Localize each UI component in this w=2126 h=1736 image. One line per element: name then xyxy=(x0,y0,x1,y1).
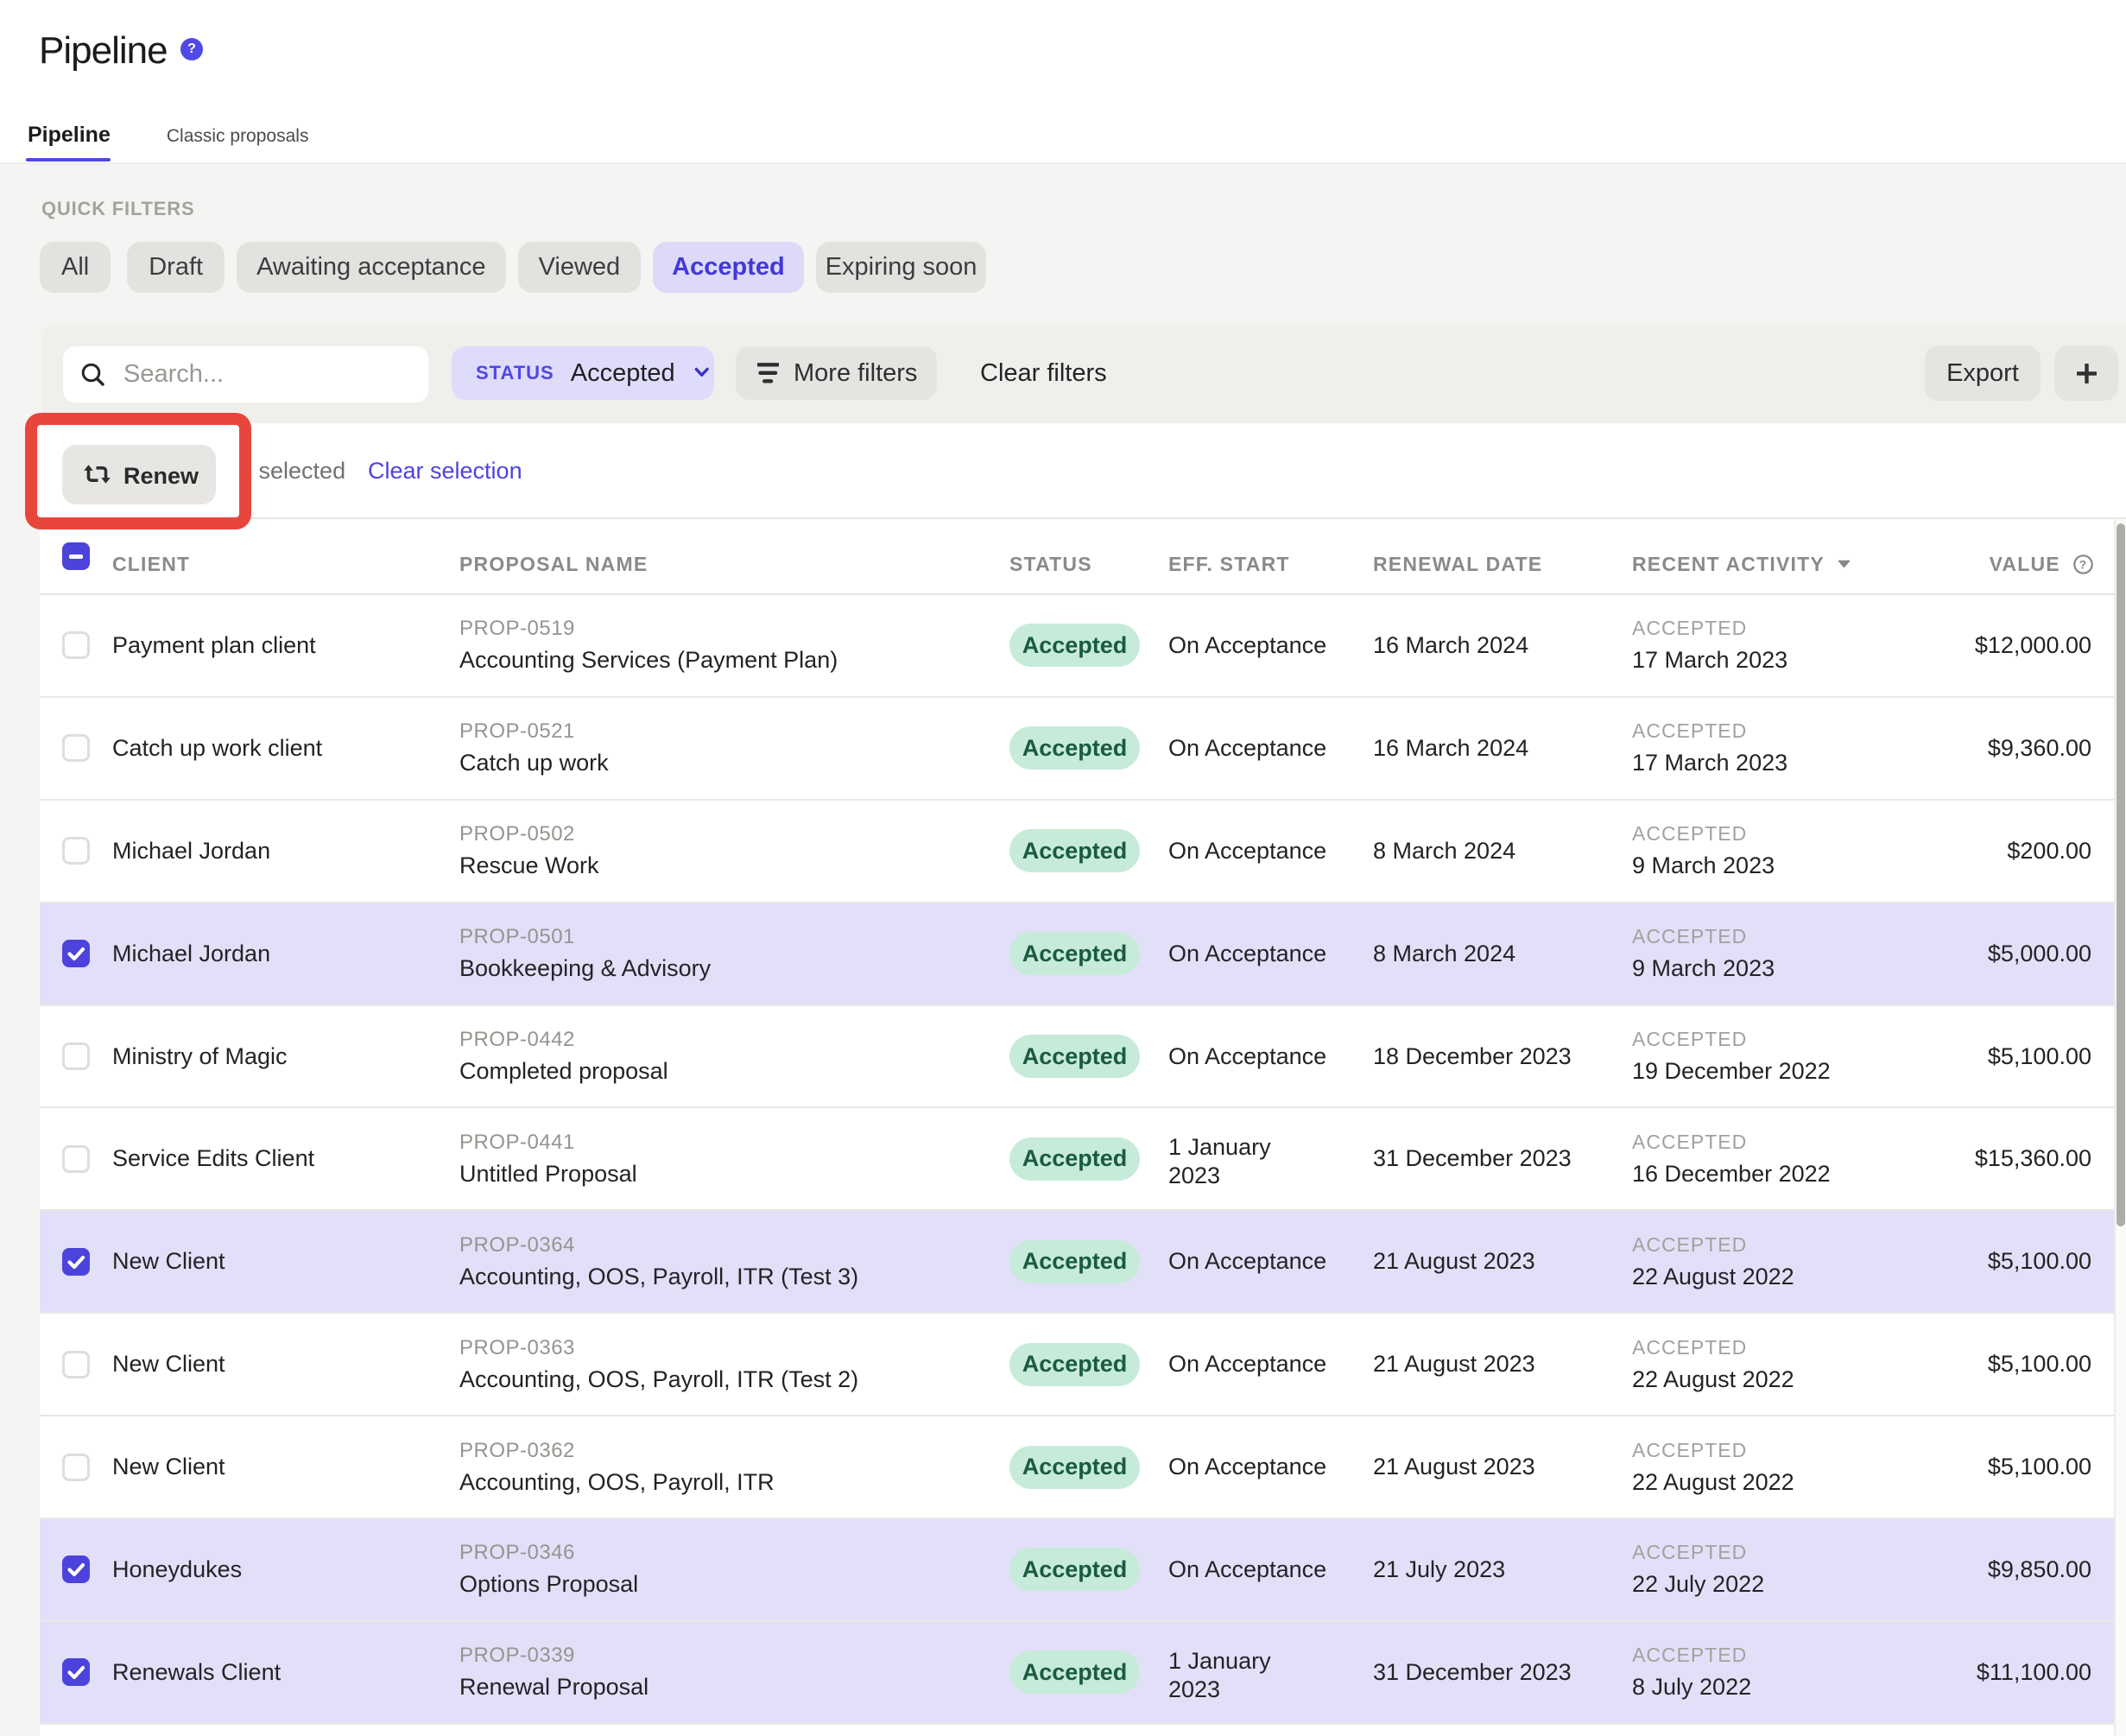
svg-text:?: ? xyxy=(2079,557,2088,571)
